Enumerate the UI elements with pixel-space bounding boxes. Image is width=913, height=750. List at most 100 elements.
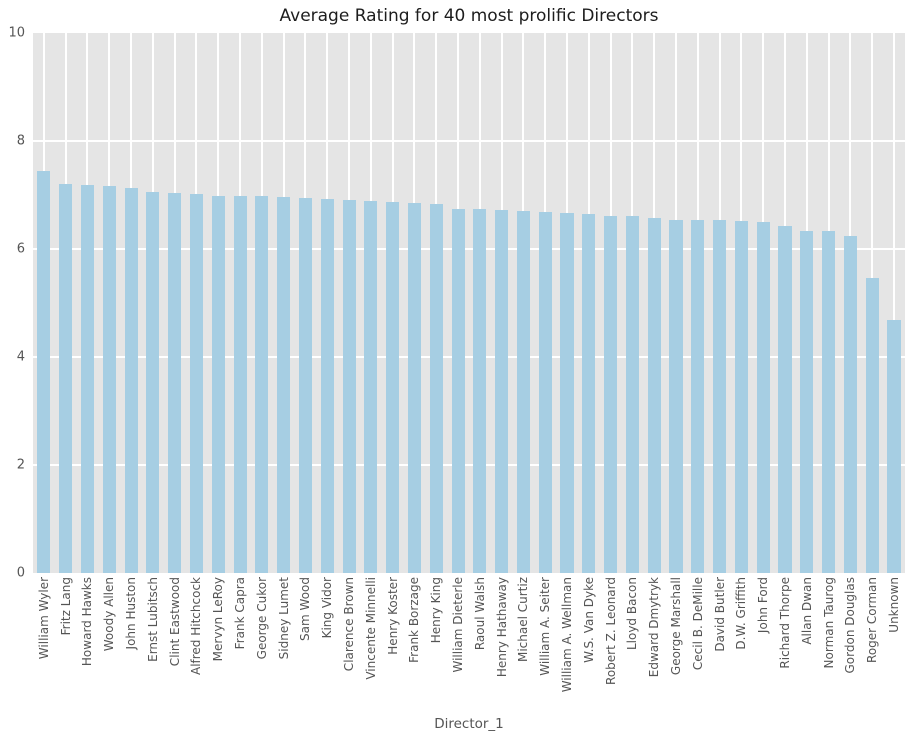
bar-slot — [164, 33, 186, 573]
bar-slot — [316, 33, 338, 573]
bar-slot — [665, 33, 687, 573]
x-tick-slot: William Dieterle — [447, 577, 469, 715]
x-tick-label: John Huston — [124, 577, 139, 650]
x-tick-slot: Frank Borzage — [404, 577, 426, 715]
bar — [124, 187, 138, 573]
bar-slot — [382, 33, 404, 573]
bar — [865, 277, 879, 573]
x-tick-slot: William A. Seiter — [534, 577, 556, 715]
bar — [473, 209, 487, 573]
bar — [647, 217, 661, 573]
bar-slot — [556, 33, 578, 573]
x-tick-label: Alfred Hitchcock — [189, 577, 204, 676]
x-tick-label: Vincente Minnelli — [363, 577, 378, 680]
bar-slot — [425, 33, 447, 573]
bar — [320, 198, 334, 573]
bar — [298, 198, 312, 573]
x-tick-slot: Fritz Lang — [55, 577, 77, 715]
bar-slot — [622, 33, 644, 573]
bar — [255, 196, 269, 573]
x-tick-label: D.W. Griffith — [734, 577, 749, 650]
x-tick-label: Fritz Lang — [58, 577, 73, 636]
bar — [37, 170, 51, 573]
bar-slot — [273, 33, 295, 573]
bar-slot — [796, 33, 818, 573]
y-tick-label: 10 — [8, 25, 25, 41]
bar-slot — [55, 33, 77, 573]
bar-slot — [77, 33, 99, 573]
x-tick-label: Sidney Lumet — [276, 577, 291, 660]
x-tick-label: Michael Curtiz — [516, 577, 531, 663]
x-tick-label: Raoul Walsh — [472, 577, 487, 651]
bar — [495, 210, 509, 573]
x-tick-label: Mervyn LeRoy — [211, 577, 226, 662]
x-tick-slot: Vincente Minnelli — [360, 577, 382, 715]
x-tick-label: Norman Taurog — [821, 577, 836, 669]
bar-slot — [404, 33, 426, 573]
bar — [386, 202, 400, 573]
x-tick-label: John Ford — [756, 577, 771, 634]
bar-slot — [229, 33, 251, 573]
x-tick-slot: Henry Koster — [382, 577, 404, 715]
bar — [429, 204, 443, 573]
y-axis: 0 2 4 6 8 10 — [0, 26, 27, 581]
bar — [277, 196, 291, 573]
x-tick-slot: George Marshall — [665, 577, 687, 715]
x-tick-label: Robert Z. Leonard — [603, 577, 618, 685]
gridline-x — [892, 33, 895, 573]
bar-slot — [774, 33, 796, 573]
x-tick-label: Woody Allen — [102, 577, 117, 652]
x-tick-label: Gordon Douglas — [843, 577, 858, 674]
bar — [713, 220, 727, 573]
y-tick-label: 2 — [16, 457, 25, 473]
bar-slot — [186, 33, 208, 573]
bar-slot — [839, 33, 861, 573]
x-tick-slot: Unknown — [883, 577, 905, 715]
x-tick-label: Sam Wood — [298, 577, 313, 641]
bar-slot — [861, 33, 883, 573]
bar-slot — [33, 33, 55, 573]
x-tick-slot: Michael Curtiz — [513, 577, 535, 715]
gridline-y-8 — [33, 140, 905, 142]
x-tick-label: Henry Koster — [385, 577, 400, 655]
x-tick-slot: David Butler — [709, 577, 731, 715]
bar — [582, 213, 596, 573]
x-tick-label: George Marshall — [669, 577, 683, 676]
x-tick-slot: Raoul Walsh — [469, 577, 491, 715]
x-tick-slot: Gordon Douglas — [839, 577, 861, 715]
bar-slot — [534, 33, 556, 573]
x-tick-slot: Norman Taurog — [818, 577, 840, 715]
y-tick-label: 4 — [16, 349, 25, 365]
bar — [146, 191, 160, 573]
x-tick-slot: Sidney Lumet — [273, 577, 295, 715]
x-tick-slot: William Wyler — [33, 577, 55, 715]
x-tick-slot: Edward Dmytryk — [643, 577, 665, 715]
x-tick-slot: Clint Eastwood — [164, 577, 186, 715]
bar — [516, 210, 530, 573]
x-tick-label: George Cukor — [254, 577, 269, 660]
x-tick-label: Henry Hathaway — [494, 577, 509, 678]
x-tick-label: Cecil B. DeMille — [690, 577, 705, 671]
x-tick-slot: Sam Wood — [295, 577, 317, 715]
bar-slot — [600, 33, 622, 573]
bar-slot — [338, 33, 360, 573]
gridline-y-4 — [33, 356, 905, 358]
bar-slot — [251, 33, 273, 573]
bar — [211, 195, 225, 573]
bar — [800, 230, 814, 573]
bar — [669, 219, 683, 573]
bar — [59, 184, 73, 573]
bar — [625, 216, 639, 573]
gridline-y-6 — [33, 248, 905, 250]
x-axis: William Wyler Fritz Lang Howard Hawks Woody… — [33, 577, 905, 715]
x-axis-label: Director_1 — [434, 716, 504, 732]
bar-slot — [578, 33, 600, 573]
x-tick-slot: Woody Allen — [98, 577, 120, 715]
x-tick-slot: Henry Hathaway — [491, 577, 513, 715]
x-tick-slot: Lloyd Bacon — [622, 577, 644, 715]
bar — [843, 235, 857, 573]
x-tick-slot: Allan Dwan — [796, 577, 818, 715]
bar — [168, 192, 182, 573]
x-tick-slot: George Cukor — [251, 577, 273, 715]
